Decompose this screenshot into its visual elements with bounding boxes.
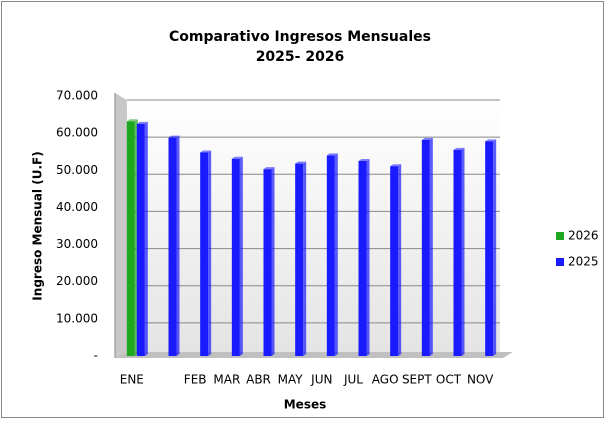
bar-side <box>398 164 402 356</box>
bar <box>390 166 399 356</box>
bar <box>421 139 430 356</box>
bar-top <box>358 159 370 161</box>
bar-top <box>453 147 465 150</box>
x-tick-label: JUN <box>310 373 332 387</box>
bar-top <box>136 121 148 124</box>
bar <box>168 137 177 356</box>
y-axis-label: Ingreso Mensual (U.F) <box>31 151 45 300</box>
x-tick-label: JUL <box>343 373 363 387</box>
bar <box>358 161 367 356</box>
bar <box>200 152 209 356</box>
x-tick-label: MAY <box>278 373 304 387</box>
bar-top <box>126 119 138 122</box>
x-tick-label: ENE <box>120 373 144 387</box>
bar <box>263 169 272 356</box>
bar-side <box>493 139 497 356</box>
x-tick-label: NOV <box>467 373 494 387</box>
bar-side <box>176 135 180 356</box>
bar-side <box>144 121 148 356</box>
bar-side <box>303 161 307 356</box>
bar-top <box>421 137 433 140</box>
bar <box>453 149 462 356</box>
bar <box>326 155 335 356</box>
x-tick-label: OCT <box>436 373 462 387</box>
chart-title: Comparativo Ingresos Mensuales <box>169 29 431 45</box>
y-tick-label: 20.000 <box>56 274 98 288</box>
bar-top <box>295 161 307 164</box>
bar <box>136 123 145 356</box>
x-tick-label: ABR <box>246 373 271 387</box>
x-axis-label: Meses <box>284 398 327 412</box>
bar-top <box>231 156 243 159</box>
floor <box>115 352 513 358</box>
bar <box>295 163 304 356</box>
bar-side <box>429 137 433 356</box>
y-tick-label: 50.000 <box>56 163 98 177</box>
legend-label: 2026 <box>568 229 599 243</box>
bar-side <box>366 159 370 356</box>
bar-top <box>326 153 338 156</box>
legend-label: 2025 <box>568 255 599 269</box>
y-tick-label: 40.000 <box>56 200 98 214</box>
bar-side <box>208 150 212 356</box>
x-tick-label: MAR <box>213 373 240 387</box>
bar-top <box>200 150 212 153</box>
bar-side <box>461 147 465 356</box>
x-tick-label: AGO <box>372 373 399 387</box>
bar <box>485 141 494 356</box>
y-tick-label: - <box>94 349 98 363</box>
back-wall <box>127 100 500 352</box>
bar-top <box>168 135 180 138</box>
x-tick-label: FEB <box>184 373 207 387</box>
bar <box>126 121 135 356</box>
bar-top <box>390 164 402 167</box>
bar <box>231 158 240 356</box>
legend-swatch <box>556 258 564 266</box>
y-tick-label: 60.000 <box>56 126 98 140</box>
y-tick-label: 10.000 <box>56 311 98 325</box>
bar-side <box>271 167 275 356</box>
legend-swatch <box>556 232 564 240</box>
bar-side <box>239 156 243 356</box>
x-tick-label: SEPT <box>402 373 432 387</box>
bar-top <box>263 167 275 170</box>
y-tick-label: 70.000 <box>56 89 98 103</box>
bar-side <box>334 153 338 356</box>
side-wall <box>115 93 127 358</box>
chart-subtitle: 2025- 2026 <box>256 49 345 65</box>
bar-top <box>485 139 497 142</box>
y-tick-label: 30.000 <box>56 237 98 251</box>
